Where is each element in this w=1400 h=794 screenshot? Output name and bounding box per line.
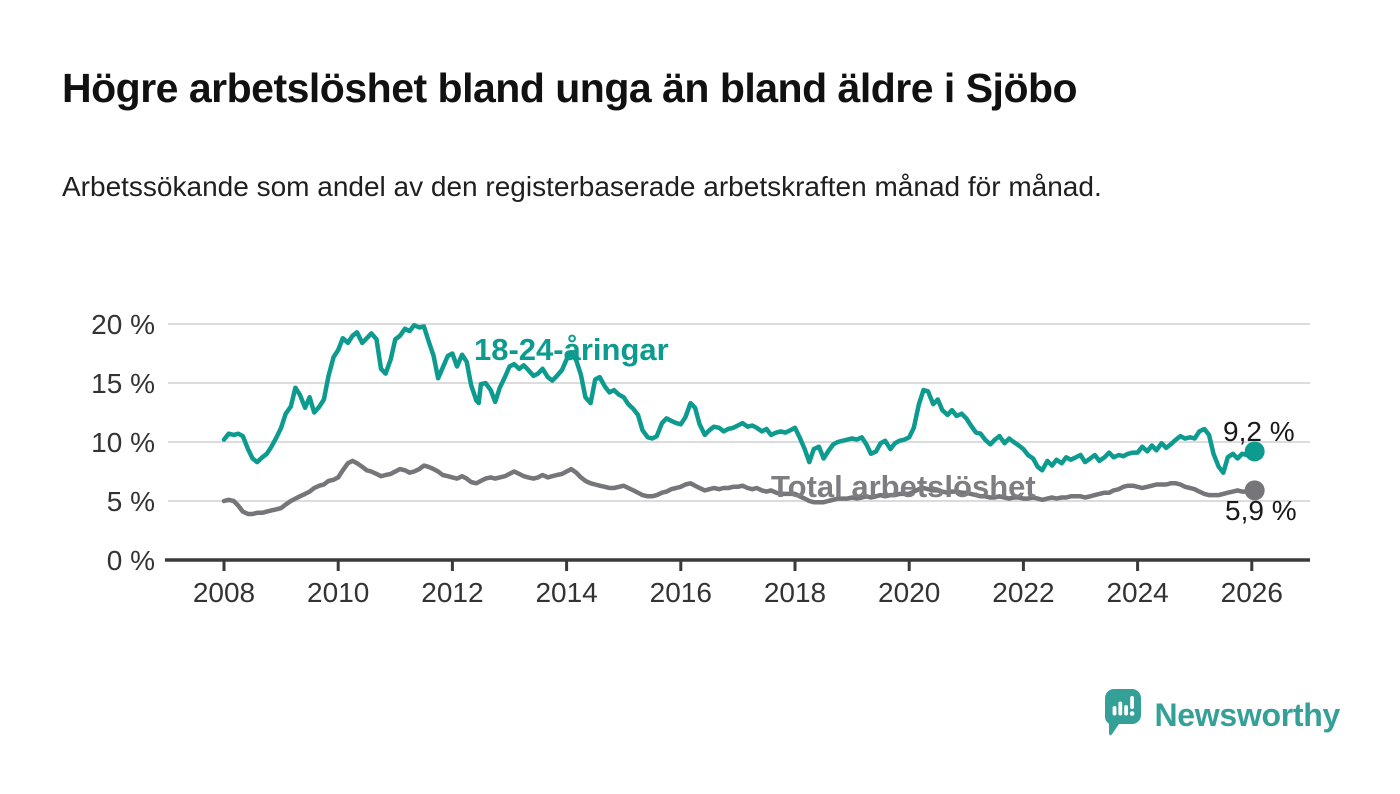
series-line-total	[221, 458, 1257, 517]
x-axis-tick-label: 2018	[764, 577, 826, 608]
series-label-total: Total arbetslöshet	[771, 469, 1036, 504]
y-axis-tick-label: 20 %	[91, 309, 155, 340]
series-end-dot-18-24	[1244, 441, 1265, 462]
y-axis-tick-label: 15 %	[91, 368, 155, 399]
x-axis-tick-label: 2022	[992, 577, 1054, 608]
y-axis-tick-label: 0 %	[107, 545, 155, 576]
series-label-18-24: 18-24-åringar	[474, 332, 669, 367]
x-axis-tick-label: 2026	[1221, 577, 1283, 608]
series-line-18-24	[221, 322, 1257, 475]
x-axis-tick-label: 2012	[421, 577, 483, 608]
x-axis-tick-label: 2024	[1106, 577, 1168, 608]
newsworthy-bubble-chart-icon	[1104, 689, 1141, 736]
end-value-label-18-24: 9,2 %	[1223, 416, 1295, 447]
series-end-dot-total	[1244, 480, 1265, 501]
y-axis-tick-label: 5 %	[107, 486, 155, 517]
x-axis-tick-label: 2020	[878, 577, 940, 608]
chart-subtitle: Arbetssökande som andel av den registerb…	[62, 171, 1102, 202]
x-axis-tick-label: 2010	[307, 577, 369, 608]
x-axis-tick-label: 2014	[535, 577, 597, 608]
newsworthy-wordmark: Newsworthy	[1154, 696, 1341, 733]
x-axis-tick-label: 2016	[650, 577, 712, 608]
end-value-label-total: 5,9 %	[1225, 495, 1297, 526]
y-axis-tick-label: 10 %	[91, 427, 155, 458]
chart-title: Högre arbetslöshet bland unga än bland ä…	[62, 65, 1078, 111]
newsworthy-logo: Newsworthy	[1104, 684, 1341, 746]
x-axis-tick-label: 2008	[193, 577, 255, 608]
